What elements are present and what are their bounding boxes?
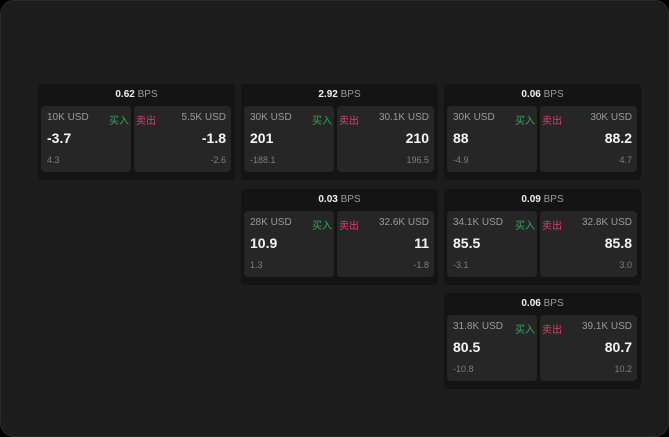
spread-value: 0.06 [521,298,541,309]
ask-price: 85.8 [604,235,632,251]
buy-label: 买入 [109,116,129,127]
ask-size: 5.5K USD [181,112,226,123]
buy-card[interactable]: 34.1K USD 买入 85.5 -3.1 [447,211,537,277]
buy-card[interactable]: 30K USD 买入 201 -188.1 [244,106,334,172]
quote-panel: 0.06 BPS 30K USD 买入 88 -4.9 卖出 30K USD 8… [444,84,641,180]
quote-panel: 0.06 BPS 31.8K USD 买入 80.5 -10.8 卖出 39.1… [444,293,641,389]
bid-size: 31.8K USD [453,321,504,332]
spread-header: 0.06 BPS [444,293,641,314]
sell-card[interactable]: 卖出 32.8K USD 85.8 3.0 [540,211,637,277]
ask-size: 39.1K USD [581,321,632,332]
buy-label: 买入 [515,116,535,127]
quote-panel: 0.62 BPS 10K USD 买入 -3.7 4.3 卖出 5.5K USD… [38,84,235,180]
sell-card[interactable]: 卖出 32.6K USD 11 -1.8 [337,211,434,277]
ask-change: 196.5 [406,155,429,165]
ask-change: 10.2 [614,364,632,374]
ask-price: 80.7 [604,339,632,355]
buy-card[interactable]: 10K USD 买入 -3.7 4.3 [41,106,131,172]
bid-size: 30K USD [453,112,495,123]
spread-value: 0.62 [115,89,135,100]
spread-header: 0.03 BPS [241,189,438,210]
spread-value: 0.06 [521,89,541,100]
spread-unit: BPS [543,194,564,205]
ask-size: 32.6K USD [378,217,429,228]
quote-panel: 0.09 BPS 34.1K USD 买入 85.5 -3.1 卖出 32.8K… [444,189,641,285]
sell-card[interactable]: 卖出 39.1K USD 80.7 10.2 [540,315,637,381]
sell-label: 卖出 [136,116,156,127]
spread-header: 0.06 BPS [444,84,641,105]
spread-header: 0.62 BPS [38,84,235,105]
quote-panel: 2.92 BPS 30K USD 买入 201 -188.1 卖出 30.1K … [241,84,438,180]
bid-size: 34.1K USD [453,217,504,228]
buy-label: 买入 [515,325,535,336]
quote-panel: 0.03 BPS 28K USD 买入 10.9 1.3 卖出 32.6K US… [241,189,438,285]
bid-change: -10.8 [453,364,474,374]
ask-change: 4.7 [619,155,632,165]
bid-change: 1.3 [250,260,263,270]
buy-label: 买入 [312,221,332,232]
spread-value: 0.03 [318,194,338,205]
sell-card[interactable]: 卖出 30K USD 88.2 4.7 [540,106,637,172]
bid-price: 88 [453,130,469,146]
spread-unit: BPS [137,89,158,100]
buy-card[interactable]: 28K USD 买入 10.9 1.3 [244,211,334,277]
ask-change: -2.6 [210,155,226,165]
buy-card[interactable]: 31.8K USD 买入 80.5 -10.8 [447,315,537,381]
bid-price: 85.5 [453,235,481,251]
sell-label: 卖出 [542,116,562,127]
sell-label: 卖出 [542,325,562,336]
spread-unit: BPS [543,298,564,309]
bid-size: 30K USD [250,112,292,123]
ask-price: 88.2 [604,130,632,146]
bid-change: -4.9 [453,155,469,165]
spread-unit: BPS [340,194,361,205]
ask-size: 30K USD [590,112,632,123]
bid-price: -3.7 [47,130,72,146]
bid-price: 10.9 [250,235,278,251]
buy-label: 买入 [515,221,535,232]
spread-unit: BPS [543,89,564,100]
sell-card[interactable]: 卖出 5.5K USD -1.8 -2.6 [134,106,231,172]
buy-card[interactable]: 30K USD 买入 88 -4.9 [447,106,537,172]
bid-size: 10K USD [47,112,89,123]
bid-change: -3.1 [453,260,469,270]
spread-header: 0.09 BPS [444,189,641,210]
bid-change: -188.1 [250,155,276,165]
bid-size: 28K USD [250,217,292,228]
ask-size: 30.1K USD [378,112,429,123]
bid-change: 4.3 [47,155,60,165]
ask-price: 11 [414,235,429,251]
spread-header: 2.92 BPS [241,84,438,105]
ask-size: 32.8K USD [581,217,632,228]
sell-card[interactable]: 卖出 30.1K USD 210 196.5 [337,106,434,172]
ask-change: 3.0 [619,260,632,270]
sell-label: 卖出 [339,116,359,127]
spread-unit: BPS [340,89,361,100]
bid-price: 80.5 [453,339,481,355]
sell-label: 卖出 [542,221,562,232]
ask-price: -1.8 [201,130,226,146]
spread-value: 2.92 [318,89,338,100]
ask-price: 210 [405,130,429,146]
spread-value: 0.09 [521,194,541,205]
bid-price: 201 [250,130,274,146]
sell-label: 卖出 [339,221,359,232]
buy-label: 买入 [312,116,332,127]
ask-change: -1.8 [413,260,429,270]
